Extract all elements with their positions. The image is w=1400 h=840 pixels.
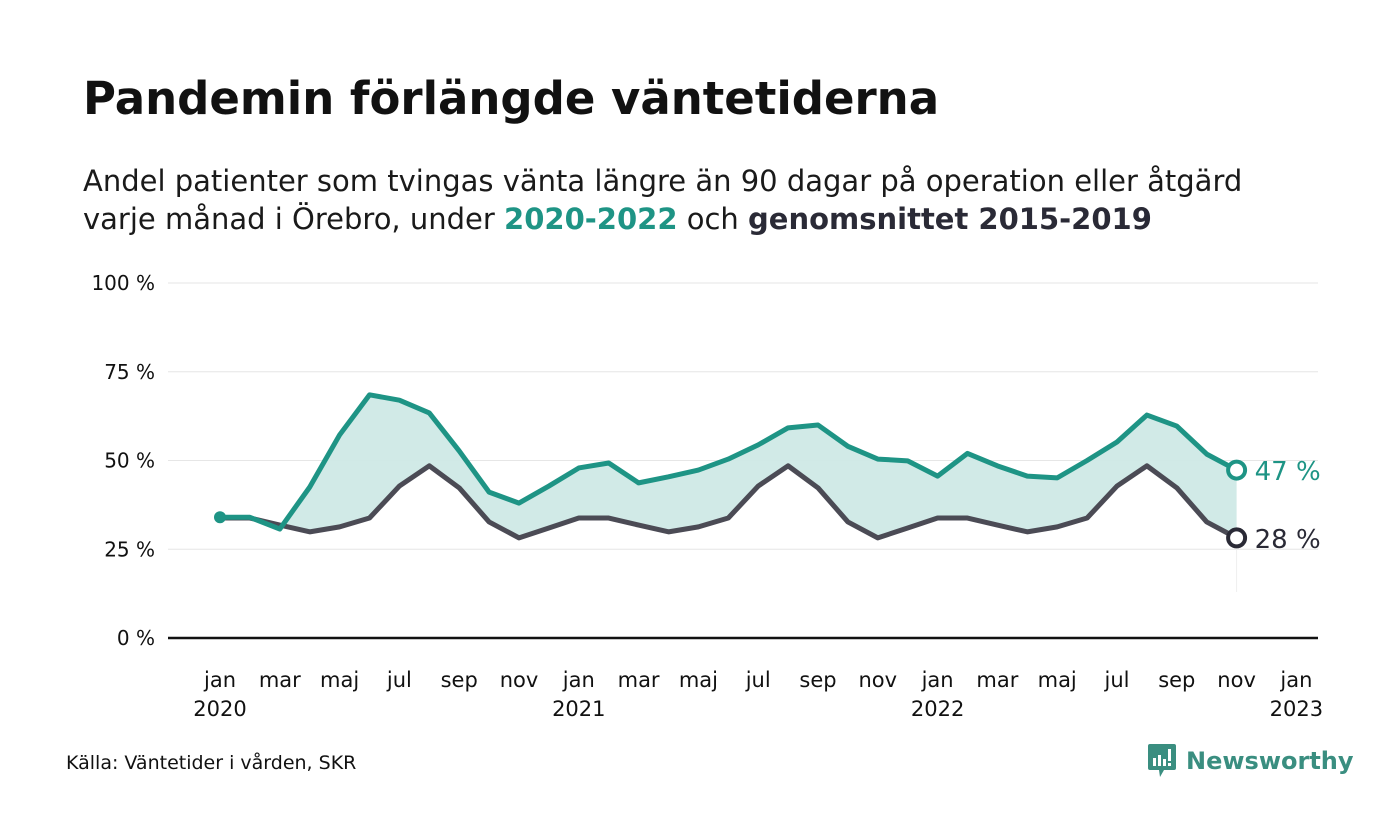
y-tick-label: 0 % bbox=[117, 626, 155, 650]
x-tick-label: jul bbox=[386, 668, 412, 692]
subtitle-text: och bbox=[677, 202, 749, 236]
end-label-2020-2022: 47 % bbox=[1255, 457, 1321, 487]
y-tick-label: 50 % bbox=[104, 449, 155, 473]
chart-subtitle: Andel patienter som tvingas vänta längre… bbox=[83, 162, 1400, 238]
start-point bbox=[214, 511, 226, 524]
subtitle-line-2: varje månad i Örebro, under 2020-2022 oc… bbox=[83, 200, 1400, 238]
x-tick-year: 2021 bbox=[552, 697, 605, 721]
subtitle-text: varje månad i Örebro, under bbox=[83, 202, 505, 236]
x-tick-label: jul bbox=[745, 668, 771, 692]
x-tick-label: maj bbox=[320, 668, 359, 692]
x-tick-label: jul bbox=[1104, 668, 1130, 692]
y-tick-label: 25 % bbox=[104, 537, 155, 561]
x-tick-label: jan bbox=[562, 668, 595, 692]
newsworthy-logo: Newsworthy bbox=[1148, 744, 1354, 778]
end-label-average: 28 % bbox=[1255, 525, 1321, 555]
x-tick-label: maj bbox=[1038, 668, 1077, 692]
logo-icon bbox=[1148, 744, 1176, 777]
x-tick-label: nov bbox=[1217, 668, 1256, 692]
chart-title: Pandemin förlängde väntetiderna bbox=[83, 72, 940, 125]
end-point-2020-2022 bbox=[1226, 459, 1248, 481]
legend-2020-2022: 2020-2022 bbox=[504, 202, 678, 236]
x-tick-label: sep bbox=[799, 668, 836, 692]
x-tick-label: jan bbox=[1279, 668, 1312, 692]
y-tick-label: 100 % bbox=[91, 271, 155, 295]
subtitle-line-1: Andel patienter som tvingas vänta längre… bbox=[83, 164, 1243, 198]
x-tick-label: sep bbox=[1158, 668, 1195, 692]
legend-average: genomsnittet 2015-2019 bbox=[748, 202, 1152, 236]
x-tick-label: mar bbox=[259, 668, 301, 692]
x-tick-label: nov bbox=[859, 668, 898, 692]
end-point-average bbox=[1226, 527, 1248, 549]
x-tick-label: sep bbox=[441, 668, 478, 692]
x-tick-label: mar bbox=[976, 668, 1018, 692]
x-tick-year: 2022 bbox=[911, 697, 964, 721]
source-note: Källa: Väntetider i vården, SKR bbox=[66, 752, 357, 774]
series-line-average bbox=[220, 463, 1238, 541]
x-tick-label: jan bbox=[921, 668, 954, 692]
x-tick-label: maj bbox=[679, 668, 718, 692]
y-tick-label: 75 % bbox=[104, 360, 155, 384]
x-tick-year: 2020 bbox=[193, 697, 246, 721]
x-tick-label: nov bbox=[500, 668, 539, 692]
x-tick-label: mar bbox=[618, 668, 660, 692]
series-line-2020-2022 bbox=[220, 392, 1238, 532]
x-tick-year: 2023 bbox=[1270, 697, 1323, 721]
x-tick-label: jan bbox=[203, 668, 236, 692]
logo-text: Newsworthy bbox=[1186, 747, 1354, 775]
